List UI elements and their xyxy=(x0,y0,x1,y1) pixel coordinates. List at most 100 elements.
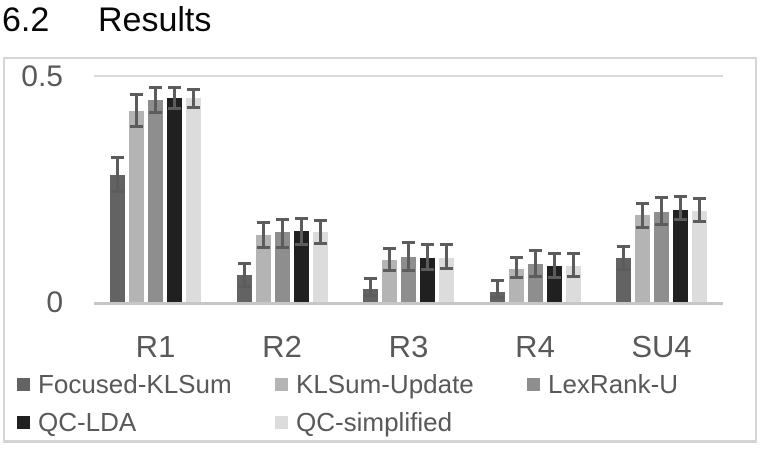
x-axis-label-r3: R3 xyxy=(388,329,429,364)
error-bar-cap-top xyxy=(187,87,200,91)
bar-rect xyxy=(186,97,201,302)
legend-label-focused-klsum: Focused-KLSum xyxy=(38,368,232,399)
error-bar-line xyxy=(261,221,265,248)
bar-lexrank-u-r2 xyxy=(274,77,290,302)
section-heading: 6.2 Results xyxy=(0,0,762,50)
bar-qc-simplified-r4 xyxy=(565,77,581,302)
bar-rect xyxy=(293,230,309,302)
error-bar-cap-top xyxy=(617,244,630,248)
legend-item-lexrank-u: LexRank-U xyxy=(527,369,678,399)
legend-item-qc-simplified: QC-simplified xyxy=(275,407,452,437)
error-bar-cap-bottom xyxy=(528,274,542,278)
legend-item-focused-klsum: Focused-KLSum xyxy=(17,368,232,399)
error-bar-cap-top xyxy=(149,86,162,90)
bar-rect xyxy=(274,232,290,302)
error-bar-cap-bottom xyxy=(294,242,308,246)
error-bar-cap-bottom xyxy=(383,268,396,272)
error-bar-cap-bottom xyxy=(275,246,289,249)
error-bar-line xyxy=(135,93,138,128)
bar-rect xyxy=(635,214,650,302)
error-bar-cap-top xyxy=(693,196,706,200)
gridline-0-5 xyxy=(94,75,723,77)
error-bar-line xyxy=(154,87,157,114)
error-bar-line xyxy=(679,195,682,220)
bar-rect xyxy=(129,110,144,302)
bar-klsum-update-r2 xyxy=(255,77,271,302)
bar-qc-lda-su4 xyxy=(673,77,688,302)
bar-qc-simplified-r2 xyxy=(312,77,328,302)
legend-swatch-focused-klsum xyxy=(17,377,30,391)
error-bar-cap-bottom xyxy=(364,294,377,298)
bar-rect xyxy=(148,99,163,302)
error-bar-cap-top xyxy=(440,242,453,246)
error-bar-cap-top xyxy=(421,242,434,246)
error-bar-cap-bottom xyxy=(111,189,124,193)
error-bar-cap-bottom xyxy=(490,295,504,299)
bar-rect xyxy=(236,275,252,302)
chart-legend: Focused-KLSum KLSum-Update LexRank-U QC-LDA… xyxy=(5,59,755,440)
error-bar-line xyxy=(660,196,663,226)
error-bar-line xyxy=(571,252,575,277)
error-bar-cap-bottom xyxy=(149,111,162,115)
x-axis-label-r1: R1 xyxy=(135,329,176,364)
error-bar-cap-bottom xyxy=(674,217,687,221)
error-bar-cap-bottom xyxy=(256,246,270,249)
bar-klsum-update-su4 xyxy=(635,77,650,302)
bar-rect xyxy=(546,266,562,302)
bar-group-r4: R4 xyxy=(489,77,581,364)
error-bar-line xyxy=(116,156,119,192)
error-bar-cap-top xyxy=(294,216,308,220)
legend-swatch-klsum-update xyxy=(275,377,288,391)
error-bar-cap-top xyxy=(313,218,327,222)
bar-groups: R1 R2 R3 R4 SU4 xyxy=(94,77,723,364)
x-axis-label-r4: R4 xyxy=(515,329,555,364)
error-bar-cap-bottom xyxy=(313,241,327,245)
bar-rect xyxy=(255,235,271,302)
error-bar-cap-bottom xyxy=(402,268,415,272)
error-bar-cap-top xyxy=(636,202,649,205)
error-bar-cap-bottom xyxy=(636,225,649,229)
error-bar-cap-top xyxy=(566,251,580,255)
bar-group-r1: R1 xyxy=(110,77,201,364)
error-bar-cap-top xyxy=(547,251,561,255)
error-bar-cap-bottom xyxy=(168,106,181,110)
error-bar-cap-top xyxy=(674,194,687,198)
plot-area: R1 R2 R3 R4 SU4 xyxy=(94,75,723,364)
bar-group-r2: R2 xyxy=(236,77,328,364)
bar-qc-simplified-r3 xyxy=(439,77,454,302)
bar-klsum-update-r4 xyxy=(508,77,524,302)
section-number: 6.2 xyxy=(2,1,50,39)
bar-rect xyxy=(312,231,328,302)
error-bar-cap-bottom xyxy=(509,276,523,280)
legend-swatch-lexrank-u xyxy=(527,377,540,391)
legend-swatch-qc-simplified xyxy=(275,415,288,429)
error-bar-line xyxy=(173,87,176,109)
legend-swatch-qc-lda xyxy=(17,415,30,429)
bar-rect xyxy=(167,97,182,302)
error-bar-cap-top xyxy=(383,247,396,250)
error-bar-cap-top xyxy=(509,256,523,259)
bar-lexrank-u-r1 xyxy=(148,77,163,302)
error-bar-line xyxy=(698,197,701,222)
error-bar-line xyxy=(388,248,391,271)
bar-lexrank-u-su4 xyxy=(654,77,669,302)
bar-group-r3: R3 xyxy=(363,77,454,364)
error-bar-line xyxy=(426,243,429,270)
error-bar-line xyxy=(299,217,303,245)
error-bar-cap-bottom xyxy=(187,105,200,109)
bar-klsum-update-r3 xyxy=(382,77,397,302)
legend-item-klsum-update: KLSum-Update xyxy=(275,369,474,399)
error-bar-line xyxy=(242,262,246,288)
error-bar-cap-top xyxy=(237,261,251,265)
error-bar-cap-top xyxy=(528,248,542,252)
error-bar-cap-bottom xyxy=(130,125,143,129)
bar-rect xyxy=(692,210,707,302)
error-bar-cap-bottom xyxy=(693,219,706,223)
error-bar-cap-top xyxy=(168,86,181,90)
bar-rect xyxy=(110,174,125,302)
error-bar-line xyxy=(192,88,195,108)
bar-qc-lda-r4 xyxy=(546,77,562,302)
bar-focused-klsum-r1 xyxy=(110,77,125,302)
y-axis-tick-max: 0.5 xyxy=(21,60,63,93)
x-axis-label-su4: SU4 xyxy=(631,329,692,364)
